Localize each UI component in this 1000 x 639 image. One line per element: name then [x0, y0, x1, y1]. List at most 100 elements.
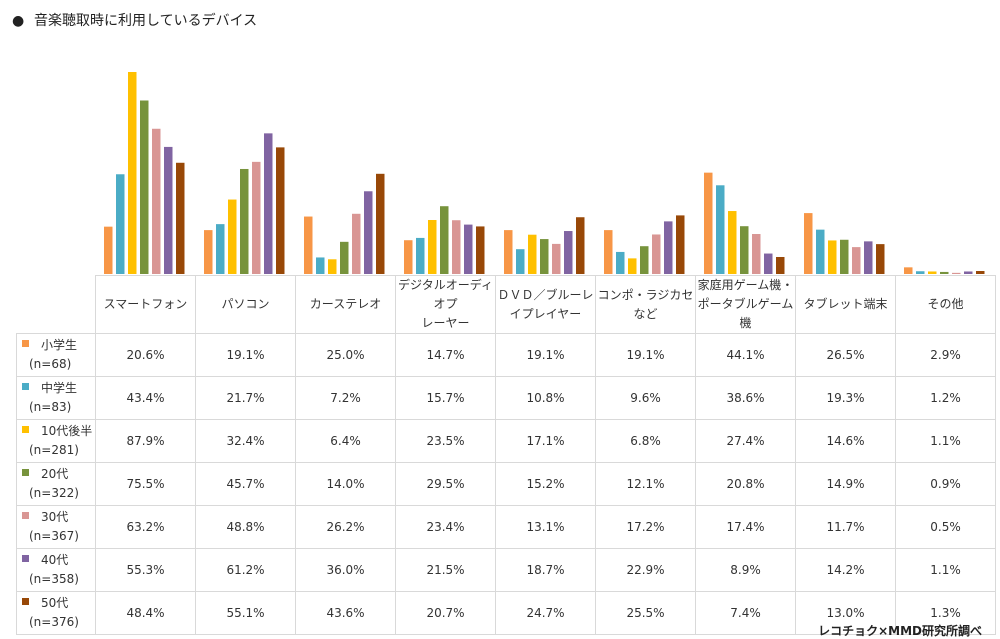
legend-swatch	[22, 383, 29, 390]
bar-7-2	[828, 240, 837, 274]
series-sample-size: (n=68)	[29, 357, 72, 371]
value-cell: 6.8%	[595, 419, 696, 463]
value-cell: 19.1%	[195, 333, 296, 377]
column-header-line: コンポ・ラジカセなど	[597, 287, 694, 321]
bar-1-6	[276, 147, 285, 274]
value-cell: 24.7%	[495, 591, 596, 635]
column-header-line: ポータブルゲーム機	[697, 297, 794, 330]
bar-3-4	[452, 220, 461, 274]
column-header-line: デジタルオーディオプ	[398, 278, 493, 311]
value-cell: 21.5%	[395, 548, 496, 592]
series-sample-size: (n=358)	[29, 572, 79, 586]
bar-1-5	[264, 133, 273, 274]
series-label: 10代後半 (n=281)	[16, 419, 96, 463]
bar-8-2	[928, 271, 937, 274]
bar-8-5	[964, 271, 973, 274]
series-name: 40代	[41, 553, 69, 567]
bar-7-6	[876, 244, 885, 274]
bar-6-2	[728, 211, 737, 274]
value-cell: 15.2%	[495, 462, 596, 506]
bar-0-0	[104, 226, 113, 274]
bullet-icon: ●	[12, 13, 25, 29]
bar-6-0	[704, 172, 713, 274]
bar-2-2	[328, 259, 337, 274]
value-cell: 17.4%	[695, 505, 796, 549]
value-cell: 61.2%	[195, 548, 296, 592]
value-cell: 43.4%	[95, 376, 196, 420]
value-cell: 7.4%	[695, 591, 796, 635]
bar-7-4	[852, 247, 861, 274]
bar-6-6	[776, 256, 785, 274]
bar-5-1	[616, 251, 625, 274]
value-cell: 2.9%	[895, 333, 996, 377]
bar-0-1	[116, 174, 125, 274]
bar-4-5	[564, 231, 573, 274]
bar-2-6	[376, 173, 385, 274]
value-cell: 13.0%	[795, 591, 896, 635]
bar-chart	[104, 72, 985, 274]
column-header: タブレット端末	[795, 275, 896, 334]
value-cell: 18.7%	[495, 548, 596, 592]
legend-swatch	[22, 340, 29, 347]
series-label: 30代 (n=367)	[16, 505, 96, 549]
value-cell: 32.4%	[195, 419, 296, 463]
value-cell: 12.1%	[595, 462, 696, 506]
column-header-line: レーヤー	[421, 316, 470, 330]
value-cell: 14.9%	[795, 462, 896, 506]
column-header-line: その他	[927, 297, 964, 311]
bar-1-3	[240, 168, 249, 274]
bar-0-6	[176, 162, 185, 274]
table-row: 10代後半 (n=281) 87.9% 32.4% 6.4% 23.5% 17.1% 6.8%…	[16, 419, 996, 463]
bar-0-2	[128, 72, 137, 274]
bar-3-6	[476, 226, 485, 274]
value-cell: 1.2%	[895, 376, 996, 420]
bar-2-3	[340, 241, 349, 274]
value-cell: 9.6%	[595, 376, 696, 420]
value-cell: 55.1%	[195, 591, 296, 635]
chart-title: ● 音楽聴取時に利用しているデバイス	[12, 10, 257, 30]
series-sample-size: (n=281)	[29, 443, 79, 457]
series-sample-size: (n=322)	[29, 486, 79, 500]
value-cell: 0.5%	[895, 505, 996, 549]
series-sample-size: (n=367)	[29, 529, 79, 543]
column-header-line: カーステレオ	[309, 297, 382, 311]
column-header: 家庭用ゲーム機・ ポータブルゲーム機	[695, 275, 796, 334]
value-cell: 6.4%	[295, 419, 396, 463]
value-cell: 8.9%	[695, 548, 796, 592]
data-table: スマートフォン パソコン カーステレオ デジタルオーディオプ レーヤー ＤＶＤ／ブルーレイ…	[16, 275, 996, 635]
value-cell: 7.2%	[295, 376, 396, 420]
legend-swatch	[22, 469, 29, 476]
legend-swatch	[22, 512, 29, 519]
value-cell: 23.5%	[395, 419, 496, 463]
bar-5-6	[676, 215, 685, 274]
bar-7-1	[816, 229, 825, 274]
series-label: 40代 (n=358)	[16, 548, 96, 592]
series-label: 50代 (n=376)	[16, 591, 96, 635]
value-cell: 11.7%	[795, 505, 896, 549]
table-header-row: スマートフォン パソコン カーステレオ デジタルオーディオプ レーヤー ＤＶＤ／ブルーレイ…	[16, 275, 996, 334]
value-cell: 14.0%	[295, 462, 396, 506]
series-label: 20代 (n=322)	[16, 462, 96, 506]
bar-2-4	[352, 213, 361, 274]
series-label: 小学生 (n=68)	[16, 333, 96, 377]
value-cell: 10.8%	[495, 376, 596, 420]
bar-5-3	[640, 246, 649, 274]
value-cell: 19.1%	[495, 333, 596, 377]
bar-6-1	[716, 185, 725, 274]
series-name: 中学生	[41, 381, 78, 395]
bar-8-3	[940, 271, 949, 274]
bar-4-0	[504, 230, 513, 274]
value-cell: 36.0%	[295, 548, 396, 592]
value-cell: 19.3%	[795, 376, 896, 420]
value-cell: 17.2%	[595, 505, 696, 549]
value-cell: 29.5%	[395, 462, 496, 506]
table-row: 20代 (n=322) 75.5% 45.7% 14.0% 29.5% 15.2% 12.1%…	[16, 462, 996, 506]
bar-0-3	[140, 100, 149, 274]
bar-8-4	[952, 272, 961, 274]
column-header-line: ＤＶＤ／ブルーレ	[497, 287, 594, 302]
series-label: 中学生 (n=83)	[16, 376, 96, 420]
bar-1-0	[204, 230, 213, 274]
value-cell: 19.1%	[595, 333, 696, 377]
value-cell: 38.6%	[695, 376, 796, 420]
bar-6-4	[752, 234, 761, 274]
